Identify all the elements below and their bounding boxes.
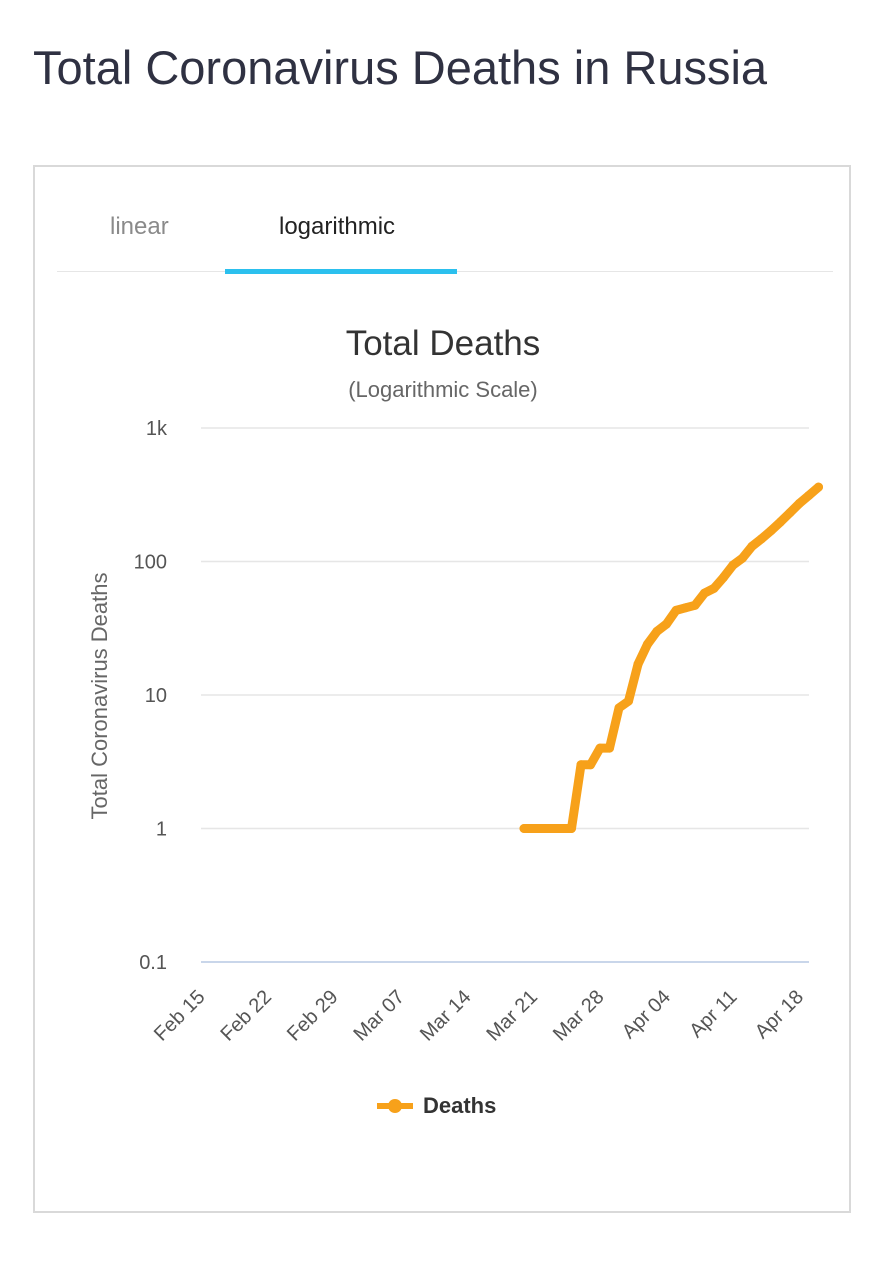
data-point[interactable] [700, 588, 709, 598]
data-point[interactable] [595, 743, 605, 753]
data-point[interactable] [709, 583, 719, 593]
series-line-deaths[interactable] [519, 482, 823, 833]
data-point[interactable] [633, 659, 643, 669]
data-point[interactable] [652, 626, 662, 636]
data-point[interactable] [643, 639, 652, 649]
y-axis-ticks: 0.1 1 10 100 1k [134, 418, 168, 974]
series-deaths [519, 482, 823, 833]
y-tick-label: 1 [156, 819, 167, 841]
chart-subtitle: (Logarithmic Scale) [348, 377, 538, 402]
x-tick-label: Apr 11 [685, 986, 741, 1042]
data-point[interactable] [757, 534, 766, 544]
data-point[interactable] [576, 760, 586, 770]
data-point[interactable] [671, 605, 681, 615]
x-tick-label: Apr 18 [751, 986, 808, 1043]
x-tick-label: Apr 04 [618, 986, 675, 1043]
y-axis-title: Total Coronavirus Deaths [87, 572, 112, 819]
data-point[interactable] [804, 490, 814, 500]
data-point[interactable] [719, 572, 728, 582]
active-tab-indicator [225, 269, 457, 274]
data-point[interactable] [605, 743, 614, 753]
data-point[interactable] [557, 824, 567, 833]
tab-linear[interactable]: linear [110, 213, 169, 240]
page-title: Total Coronavirus Deaths in Russia [33, 41, 768, 94]
y-tick-label: 10 [145, 685, 167, 707]
data-point[interactable] [624, 696, 633, 706]
data-point[interactable] [681, 603, 690, 613]
data-point[interactable] [538, 824, 548, 833]
data-point[interactable] [738, 553, 747, 563]
x-axis-ticks: Feb 15 Feb 22 Feb 29 Mar 07 Mar 14 Mar 21 Mar … [150, 986, 808, 1046]
data-point[interactable] [586, 760, 595, 770]
legend-label: Deaths [423, 1093, 497, 1118]
chart-card: linear logarithmic Total Deaths (Logarit… [33, 165, 851, 1213]
data-point[interactable] [776, 517, 785, 527]
scale-tabs: linear logarithmic [57, 167, 833, 274]
data-point[interactable] [519, 824, 529, 833]
x-tick-label: Mar 07 [349, 986, 409, 1046]
gridlines [201, 427, 809, 963]
data-point[interactable] [747, 541, 757, 551]
data-point[interactable] [814, 482, 823, 492]
data-point[interactable] [785, 508, 795, 518]
x-tick-label: Feb 15 [150, 986, 210, 1046]
chart-title: Total Deaths [346, 324, 541, 363]
x-tick-label: Mar 21 [482, 986, 542, 1046]
data-point[interactable] [614, 703, 624, 713]
data-point[interactable] [548, 824, 557, 833]
data-point[interactable] [728, 560, 738, 570]
data-point[interactable] [662, 619, 671, 629]
data-point[interactable] [795, 498, 804, 508]
data-point[interactable] [690, 600, 700, 610]
y-tick-label: 100 [134, 552, 167, 574]
data-point[interactable] [529, 824, 538, 833]
x-tick-label: Mar 14 [416, 986, 476, 1046]
x-tick-label: Feb 22 [216, 986, 276, 1046]
y-tick-label: 0.1 [139, 952, 167, 974]
tab-logarithmic[interactable]: logarithmic [279, 213, 396, 240]
x-tick-label: Mar 28 [549, 986, 609, 1046]
x-tick-label: Feb 29 [283, 986, 343, 1046]
y-tick-label: 1k [146, 418, 168, 440]
legend-swatch [377, 1099, 413, 1113]
data-point[interactable] [766, 526, 776, 536]
deaths-chart: Total Deaths (Logarithmic Scale) Total C… [87, 324, 823, 1046]
data-point[interactable] [567, 824, 576, 833]
